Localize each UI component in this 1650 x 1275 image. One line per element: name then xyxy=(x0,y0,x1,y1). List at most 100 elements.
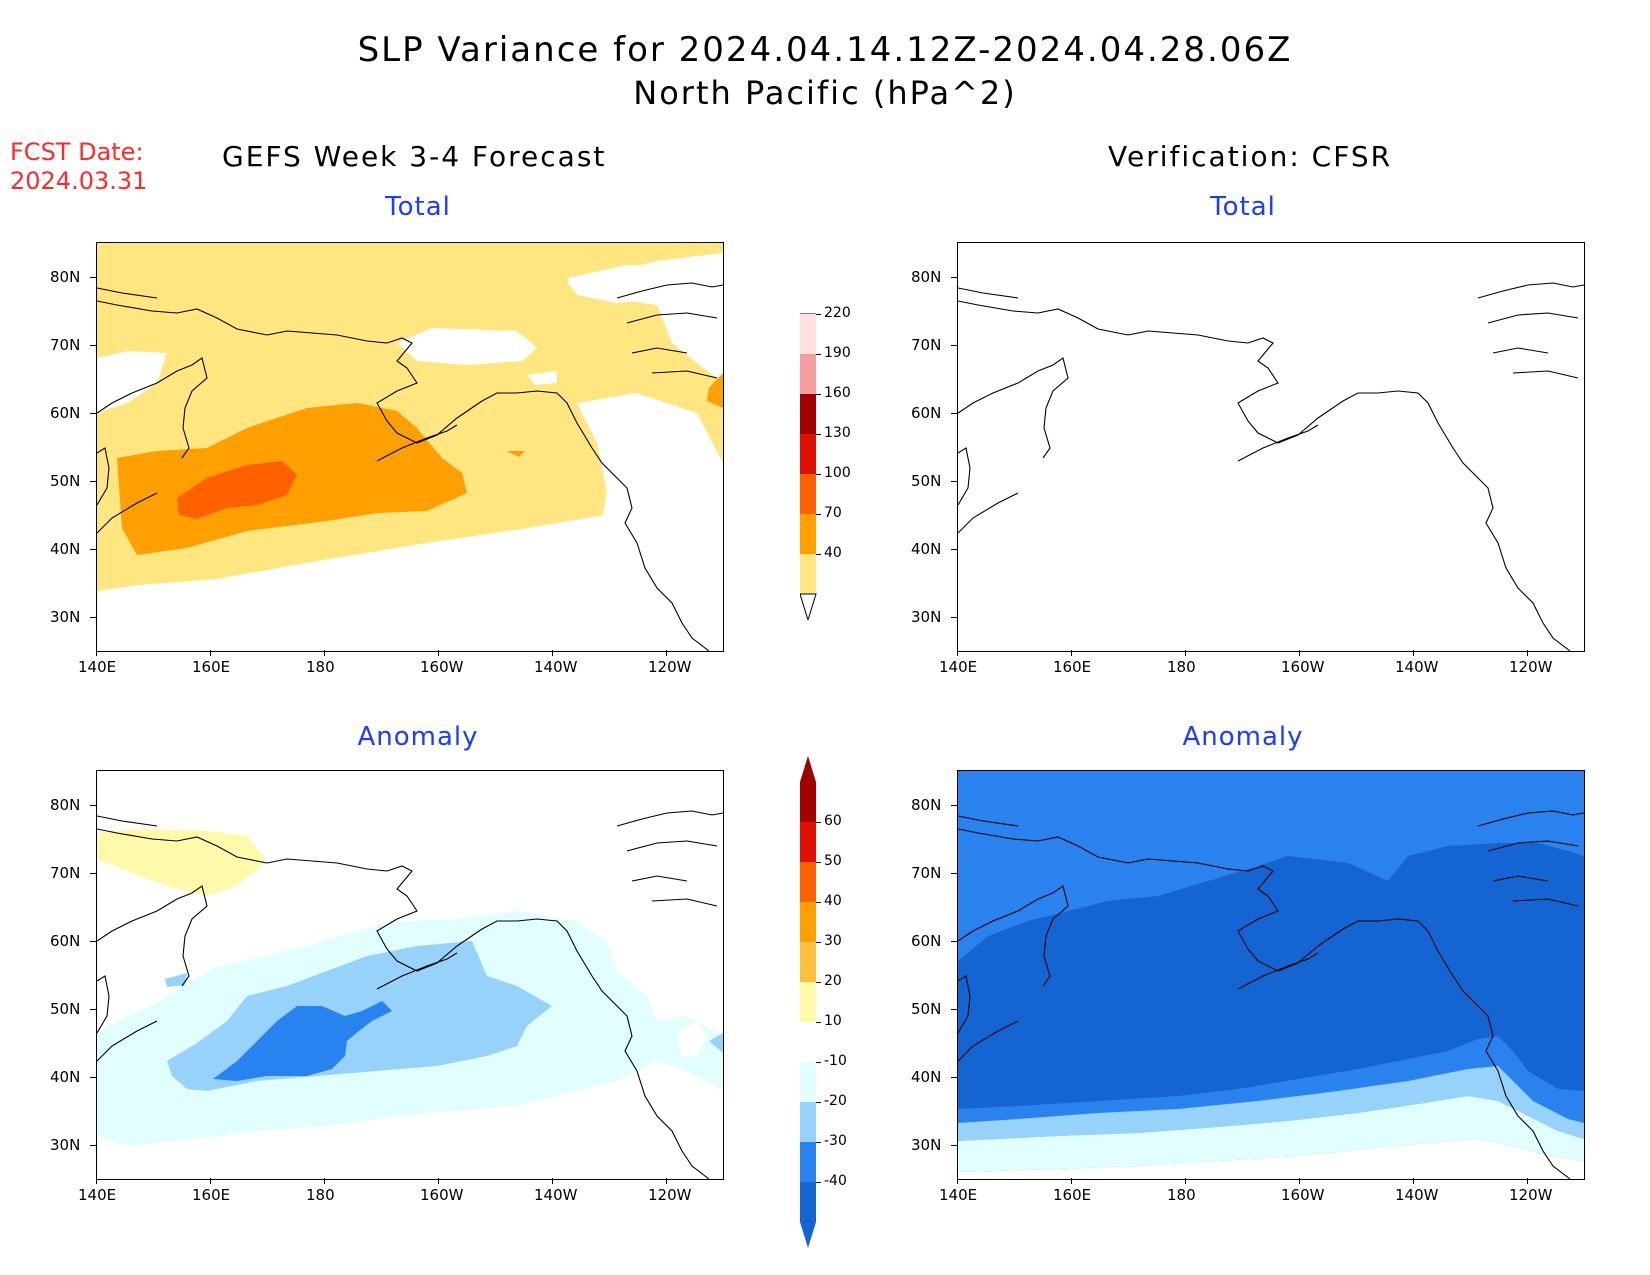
colorbar-segment xyxy=(800,1102,816,1142)
coastline xyxy=(97,282,723,651)
lat-tick-label: 70N xyxy=(911,336,942,354)
colorbar-label: 10 xyxy=(824,1013,842,1029)
lon-tick-label: 180 xyxy=(1167,658,1196,676)
coastline xyxy=(958,282,1584,651)
total-100-region xyxy=(177,461,297,519)
lon-tick-label: 160E xyxy=(192,658,231,676)
lat-tick-label: 80N xyxy=(911,268,942,286)
colorbar-segment xyxy=(800,1062,816,1102)
lat-tick-label: 50N xyxy=(911,1000,942,1018)
colorbar-segment xyxy=(800,862,816,902)
lat-tick-label: 30N xyxy=(911,1136,942,1154)
lat-tick-mark xyxy=(90,617,96,618)
lon-tick-label: 140W xyxy=(1395,1186,1439,1204)
lat-tick-label: 60N xyxy=(50,932,81,950)
colorbar-segment xyxy=(800,434,816,474)
lon-tick-label: 180 xyxy=(1167,1186,1196,1204)
lat-tick-mark xyxy=(951,481,957,482)
colorbar-tick xyxy=(816,474,821,475)
anomaly-pos-region xyxy=(97,829,267,896)
lon-tick-mark xyxy=(210,650,211,656)
colorbar-tick xyxy=(816,1102,821,1103)
lat-tick-mark xyxy=(90,873,96,874)
verification-total-title: Total xyxy=(1210,192,1276,222)
colorbar-segment xyxy=(800,782,816,822)
lon-tick-mark xyxy=(552,650,553,656)
lon-tick-mark xyxy=(210,1178,211,1184)
colorbar-tick xyxy=(816,862,821,863)
forecast-total-title: Total xyxy=(385,192,451,222)
lat-tick-mark xyxy=(951,1145,957,1146)
colorbar-tick xyxy=(816,1142,821,1143)
lat-tick-mark xyxy=(951,1009,957,1010)
colorbar-segment xyxy=(800,822,816,862)
colorbar-label: 130 xyxy=(824,425,851,441)
lat-tick-mark xyxy=(951,617,957,618)
colorbar-tick xyxy=(816,1062,821,1063)
colorbar-label: 40 xyxy=(824,545,842,561)
colorbar-segment xyxy=(800,474,816,514)
anomaly-neg40-region xyxy=(958,843,1584,1109)
lon-tick-label: 120W xyxy=(1509,1186,1553,1204)
colorbar-segment xyxy=(800,314,816,354)
colorbar-label: -20 xyxy=(824,1093,847,1109)
lat-tick-mark xyxy=(951,549,957,550)
lon-tick-mark xyxy=(438,1178,439,1184)
colorbar-label: -30 xyxy=(824,1133,847,1149)
lon-tick-label: 160E xyxy=(1053,1186,1092,1204)
lon-tick-label: 160W xyxy=(420,1186,464,1204)
lat-tick-label: 50N xyxy=(50,472,81,490)
lon-tick-mark xyxy=(1299,650,1300,656)
colorbar-lower-arrow xyxy=(800,593,817,620)
forecast-date: FCST Date: 2024.03.31 xyxy=(10,138,148,195)
lon-tick-mark xyxy=(1185,1178,1186,1184)
lat-tick-mark xyxy=(90,1009,96,1010)
colorbar-upper-arrow xyxy=(800,756,816,782)
lon-tick-label: 160E xyxy=(192,1186,231,1204)
colorbar-segment xyxy=(800,1022,816,1062)
lat-tick-mark xyxy=(951,873,957,874)
lon-tick-mark xyxy=(96,1178,97,1184)
lon-tick-label: 140W xyxy=(534,658,578,676)
colorbar-segment xyxy=(800,902,816,942)
lon-tick-mark xyxy=(1185,650,1186,656)
colorbar-segment xyxy=(800,1142,816,1182)
lat-tick-mark xyxy=(90,1077,96,1078)
lat-tick-mark xyxy=(90,805,96,806)
colorbar-label: 70 xyxy=(824,505,842,521)
verification-total-map xyxy=(957,242,1585,652)
colorbar-label: 40 xyxy=(824,893,842,909)
sub-title: North Pacific (hPa^2) xyxy=(633,74,1017,112)
lon-tick-label: 140E xyxy=(939,658,978,676)
lat-tick-label: 70N xyxy=(50,864,81,882)
colorbar-graphic xyxy=(800,756,816,1248)
lat-tick-label: 80N xyxy=(911,796,942,814)
verification-anomaly-title: Anomaly xyxy=(1182,722,1304,752)
lat-tick-mark xyxy=(951,345,957,346)
lat-tick-mark xyxy=(951,941,957,942)
lat-tick-label: 60N xyxy=(50,404,81,422)
lon-tick-label: 140E xyxy=(939,1186,978,1204)
lon-tick-label: 140E xyxy=(78,658,117,676)
lat-tick-label: 80N xyxy=(50,796,81,814)
lat-tick-mark xyxy=(90,345,96,346)
lat-tick-label: 70N xyxy=(50,336,81,354)
lat-tick-label: 70N xyxy=(911,864,942,882)
lat-tick-label: 40N xyxy=(911,1068,942,1086)
colorbar-label: 50 xyxy=(824,853,842,869)
colorbar-tick xyxy=(816,942,821,943)
colorbar-tick xyxy=(816,902,821,903)
lat-tick-label: 30N xyxy=(911,608,942,626)
coastline xyxy=(97,810,723,1179)
lat-tick-mark xyxy=(90,1145,96,1146)
lat-tick-mark xyxy=(90,549,96,550)
lat-tick-label: 40N xyxy=(50,1068,81,1086)
colorbar-tick xyxy=(816,1022,821,1023)
lon-tick-mark xyxy=(666,650,667,656)
colorbar-label: 30 xyxy=(824,933,842,949)
colorbar-label: 220 xyxy=(824,305,851,321)
lon-tick-mark xyxy=(1071,1178,1072,1184)
lon-tick-mark xyxy=(1527,650,1528,656)
verification-column-heading: Verification: CFSR xyxy=(1108,140,1393,173)
lon-tick-label: 180 xyxy=(306,1186,335,1204)
